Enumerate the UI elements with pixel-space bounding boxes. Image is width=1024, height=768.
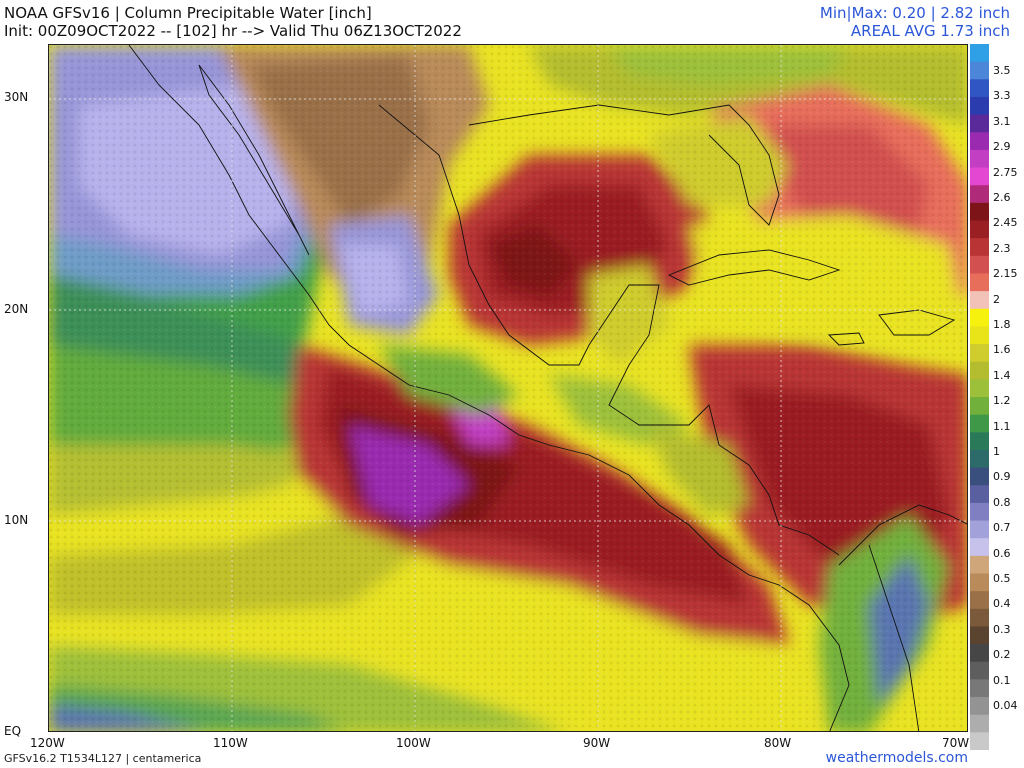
cuba xyxy=(667,249,841,286)
colorbar-tick-label: 0.5 xyxy=(993,572,1011,585)
colorbar-swatch xyxy=(970,61,989,80)
jamaica xyxy=(827,332,865,346)
colorbar-swatch xyxy=(970,432,989,451)
colorbar-swatch xyxy=(970,555,989,574)
colorbar-swatch xyxy=(970,485,989,504)
colorbar-swatch xyxy=(970,591,989,610)
lat-label-10n: 10N xyxy=(4,513,29,527)
colorbar-tick-label: 0.3 xyxy=(993,622,1011,636)
colombia-border xyxy=(868,544,920,731)
colorbar-swatch xyxy=(970,379,989,398)
min-max-readout: Min|Max: 0.20 | 2.82 inch xyxy=(819,4,1010,22)
areal-average-readout: AREAL AVG 1.73 inch xyxy=(850,22,1010,40)
colorbar-tick-label: 0.4 xyxy=(993,597,1011,611)
lon-label-100w: 100W xyxy=(396,736,431,750)
colorbar-swatch xyxy=(970,238,989,257)
colorbar-swatch xyxy=(970,397,989,416)
colorbar-swatch xyxy=(970,361,989,380)
colorbar-tick-label: 2 xyxy=(993,292,1000,306)
colorbar-tick-label: 1 xyxy=(993,445,1000,458)
colorbar-tick-label: 2.6 xyxy=(993,191,1011,204)
colorbar-tick-label: 1.6 xyxy=(993,343,1011,357)
hispaniola xyxy=(878,309,956,336)
colorbar-swatch xyxy=(970,220,989,239)
colorbar-tick-label: 2.15 xyxy=(993,267,1018,281)
lon-label-90w: 90W xyxy=(583,736,611,750)
colorbar-swatch xyxy=(970,308,989,327)
baja-california xyxy=(198,64,310,256)
init-valid-time: Init: 00Z09OCT2022 -- [102] hr --> Valid… xyxy=(4,22,462,40)
colorbar-swatch xyxy=(970,344,989,363)
lat-label-30n: 30N xyxy=(4,90,29,104)
colorbar-swatch xyxy=(970,661,989,680)
colorbar-tick-label: 3.3 xyxy=(993,89,1011,103)
colorbar-swatch xyxy=(970,114,989,133)
colorbar-swatch xyxy=(970,414,989,433)
lat-label-20n: 20N xyxy=(4,302,29,316)
colorbar-swatch xyxy=(970,255,989,274)
brand-link[interactable]: weathermodels.com xyxy=(825,750,968,766)
pw-field-texture xyxy=(49,45,967,731)
lon-label-70w: 70W xyxy=(942,736,970,750)
lat-label-eq: EQ xyxy=(4,724,22,738)
colorbar-swatch xyxy=(970,96,989,116)
colorbar-tick-label: 2.75 xyxy=(993,165,1018,179)
map-canvas xyxy=(49,45,967,731)
colorbar-swatch xyxy=(970,520,989,539)
colorbar-tick-label: 0.1 xyxy=(993,673,1011,687)
colorbar-swatch xyxy=(970,608,989,627)
colorbar-swatch xyxy=(970,149,989,169)
colorbar-tick-label: 2.9 xyxy=(993,140,1011,154)
colorbar-tick-label: 2.45 xyxy=(993,216,1018,230)
colorbar-swatch xyxy=(970,467,989,486)
colorbar-swatch xyxy=(970,185,989,204)
colorbar-tick-label: 0.2 xyxy=(993,648,1011,662)
map-title: NOAA GFSv16 | Column Precipitable Water … xyxy=(4,4,372,22)
colorbar-swatch xyxy=(970,573,989,592)
colorbar-tick-label: 0.8 xyxy=(993,495,1011,509)
precipitable-water-map[interactable] xyxy=(48,44,968,732)
colorbar-tick-label: 0.6 xyxy=(993,546,1011,560)
colorbar-swatch xyxy=(970,273,989,292)
colorbar-swatch xyxy=(970,132,989,151)
colorbar-swatch xyxy=(970,44,989,63)
lon-label-120w: 120W xyxy=(30,736,65,750)
colorbar-tick-label: 3.1 xyxy=(993,114,1011,128)
colorbar-tick-label: 1.8 xyxy=(993,318,1011,331)
us-gulf-coast xyxy=(468,104,780,226)
map-gridlines xyxy=(49,45,967,731)
colorbar-swatch xyxy=(970,538,989,557)
colorbar-swatch xyxy=(970,79,989,98)
colorbar-swatch xyxy=(970,626,989,645)
model-info-footer: GFSv16.2 T1534L127 | centamerica xyxy=(4,752,202,765)
south-america-coast xyxy=(838,504,967,566)
colorbar xyxy=(970,44,989,750)
colorbar-swatch xyxy=(970,679,989,698)
colorbar-swatch xyxy=(970,202,989,221)
colorbar-tick-label: 0.7 xyxy=(993,521,1011,535)
colorbar-swatch xyxy=(970,326,989,345)
pacific-coastline xyxy=(128,45,850,731)
colorbar-swatch xyxy=(970,291,989,310)
colorbar-swatch xyxy=(970,697,989,716)
colorbar-tick-label: 0.04 xyxy=(993,699,1018,712)
colorbar-tick-label: 1.4 xyxy=(993,368,1011,382)
colorbar-tick-label: 2.3 xyxy=(993,241,1011,255)
colorbar-swatch xyxy=(970,167,989,186)
colorbar-swatch xyxy=(970,714,989,733)
colorbar-swatch xyxy=(970,644,989,663)
colorbar-swatch xyxy=(970,732,989,750)
colorbar-swatch xyxy=(970,449,989,469)
lon-label-110w: 110W xyxy=(213,736,248,750)
colorbar-tick-label: 0.9 xyxy=(993,470,1011,484)
colorbar-tick-label: 1.2 xyxy=(993,394,1011,408)
colorbar-tick-label: 3.5 xyxy=(993,64,1011,77)
colorbar-swatch xyxy=(970,502,989,522)
lon-label-80w: 80W xyxy=(764,736,792,750)
colorbar-tick-label: 1.1 xyxy=(993,419,1011,433)
